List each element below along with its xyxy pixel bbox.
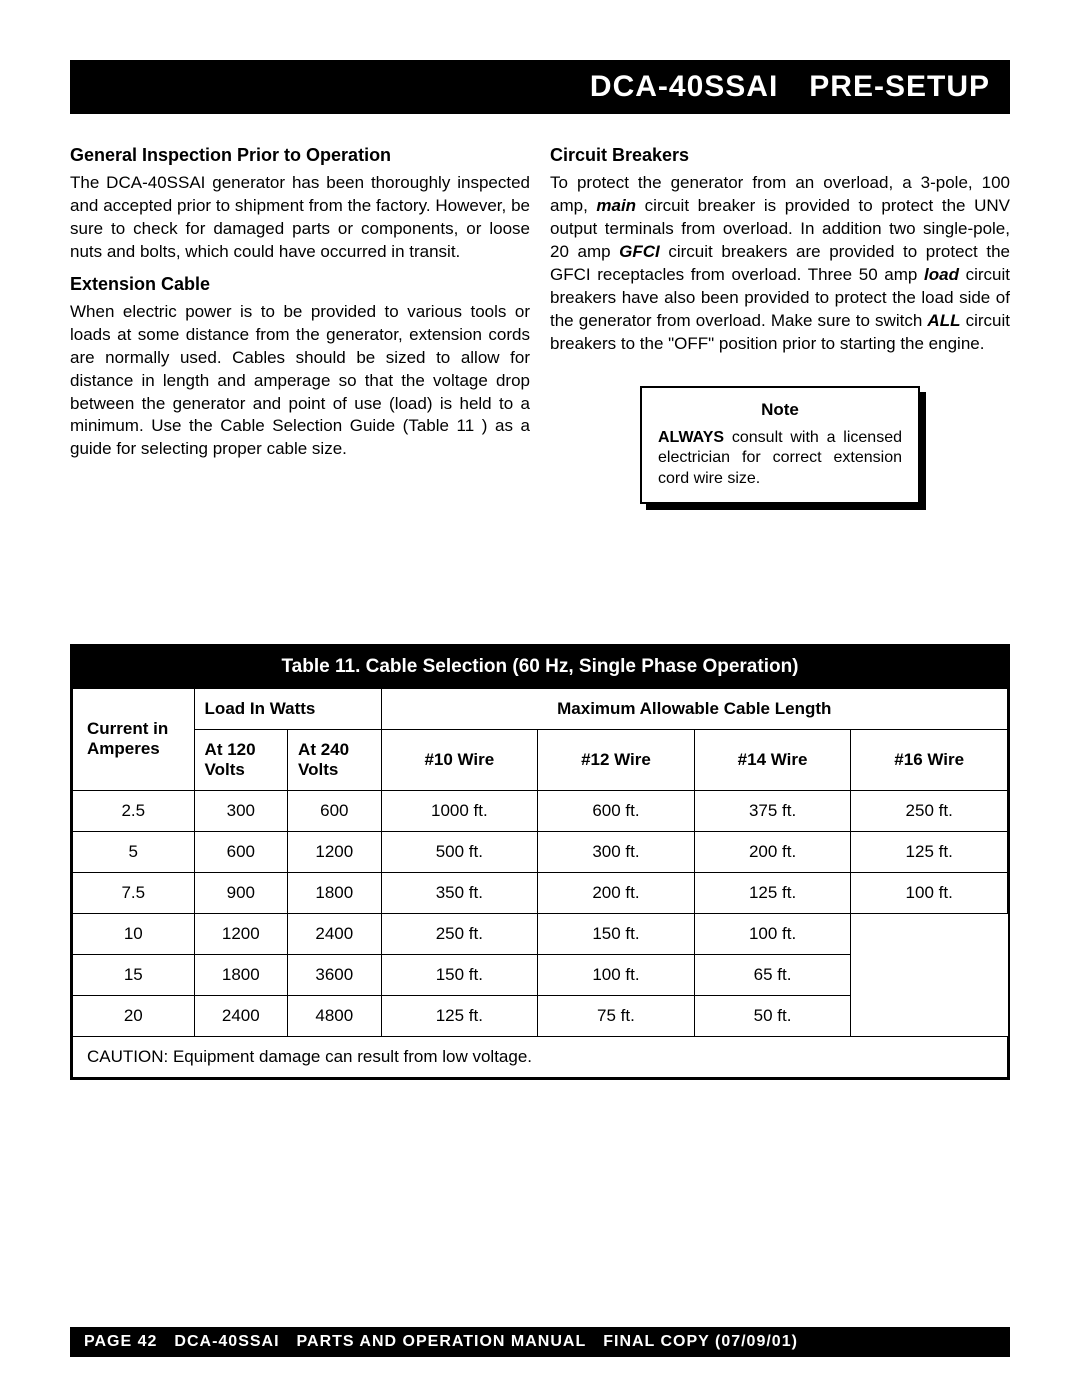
cell-w14: 200 ft. xyxy=(694,831,851,872)
note-always: ALWAYS xyxy=(658,429,724,446)
table-row: 5 600 1200 500 ft. 300 ft. 200 ft. 125 f… xyxy=(73,831,1008,872)
cell-240: 1200 xyxy=(288,831,382,872)
table-caution-row: CAUTION: Equipment damage can result fro… xyxy=(73,1036,1008,1077)
cb-gfci: GFCI xyxy=(619,242,660,261)
heading-general-inspection: General Inspection Prior to Operation xyxy=(70,145,530,166)
cell-w14: 50 ft. xyxy=(694,995,851,1036)
th-wire-16: #16 Wire xyxy=(851,729,1008,790)
th-wire-12: #12 Wire xyxy=(538,729,695,790)
cell-w12: 300 ft. xyxy=(538,831,695,872)
right-column: Circuit Breakers To protect the generato… xyxy=(550,139,1010,504)
cell-w10: 150 ft. xyxy=(381,954,538,995)
th-at-240: At 240 Volts xyxy=(288,729,382,790)
cell-120: 900 xyxy=(194,872,288,913)
cell-w14: 125 ft. xyxy=(694,872,851,913)
content-columns: General Inspection Prior to Operation Th… xyxy=(70,139,1010,504)
cell-w10: 250 ft. xyxy=(381,913,538,954)
note-box: Note ALWAYS consult with a licensed elec… xyxy=(640,386,920,504)
cell-w12: 600 ft. xyxy=(538,790,695,831)
cell-120: 300 xyxy=(194,790,288,831)
cell-w14: 65 ft. xyxy=(694,954,851,995)
cell-w12: 200 ft. xyxy=(538,872,695,913)
cell-240: 1800 xyxy=(288,872,382,913)
th-load-watts: Load In Watts xyxy=(194,688,381,729)
cell-w12: 75 ft. xyxy=(538,995,695,1036)
cell-w14: 100 ft. xyxy=(694,913,851,954)
cell-240: 600 xyxy=(288,790,382,831)
cable-selection-table-block: Table 11. Cable Selection (60 Hz, Single… xyxy=(70,644,1010,1080)
heading-circuit-breakers: Circuit Breakers xyxy=(550,145,1010,166)
cell-w10: 500 ft. xyxy=(381,831,538,872)
cell-amp: 20 xyxy=(73,995,195,1036)
table-row: 7.5 900 1800 350 ft. 200 ft. 125 ft. 100… xyxy=(73,872,1008,913)
cell-w12: 150 ft. xyxy=(538,913,695,954)
cell-240: 4800 xyxy=(288,995,382,1036)
cb-load: load xyxy=(924,265,959,284)
cell-w16: 100 ft. xyxy=(851,872,1008,913)
cell-w10: 350 ft. xyxy=(381,872,538,913)
cb-all: ALL xyxy=(927,311,960,330)
cell-amp: 10 xyxy=(73,913,195,954)
cable-selection-table: Current in Amperes Load In Watts Maximum… xyxy=(72,688,1008,1078)
table-caution-text: CAUTION: Equipment damage can result fro… xyxy=(73,1036,1008,1077)
cell-120: 2400 xyxy=(194,995,288,1036)
cell-w10: 1000 ft. xyxy=(381,790,538,831)
cell-120: 600 xyxy=(194,831,288,872)
cb-main: main xyxy=(596,196,636,215)
table-header-row-1: Current in Amperes Load In Watts Maximum… xyxy=(73,688,1008,729)
table-row: 10 1200 2400 250 ft. 150 ft. 100 ft. xyxy=(73,913,1008,954)
cell-w14: 375 ft. xyxy=(694,790,851,831)
cell-w16: 125 ft. xyxy=(851,831,1008,872)
th-wire-10: #10 Wire xyxy=(381,729,538,790)
note-inner: Note ALWAYS consult with a licensed elec… xyxy=(640,386,920,504)
cell-empty xyxy=(851,913,1008,1036)
th-max-cable: Maximum Allowable Cable Length xyxy=(381,688,1007,729)
cell-120: 1200 xyxy=(194,913,288,954)
note-title: Note xyxy=(658,400,902,420)
cell-w12: 100 ft. xyxy=(538,954,695,995)
table-header-row-2: At 120 Volts At 240 Volts #10 Wire #12 W… xyxy=(73,729,1008,790)
text-extension-cable: When electric power is to be provided to… xyxy=(70,301,530,462)
page-header-bar: DCA-40SSAI PRE-SETUP xyxy=(70,60,1010,114)
cell-amp: 15 xyxy=(73,954,195,995)
th-current: Current in Amperes xyxy=(73,688,195,790)
cell-240: 3600 xyxy=(288,954,382,995)
cell-120: 1800 xyxy=(194,954,288,995)
text-general-inspection: The DCA-40SSAI generator has been thorou… xyxy=(70,172,530,264)
th-wire-14: #14 Wire xyxy=(694,729,851,790)
page-footer-bar: PAGE 42 DCA-40SSAI PARTS AND OPERATION M… xyxy=(70,1327,1010,1357)
heading-extension-cable: Extension Cable xyxy=(70,274,530,295)
left-column: General Inspection Prior to Operation Th… xyxy=(70,139,530,504)
text-circuit-breakers: To protect the generator from an overloa… xyxy=(550,172,1010,356)
th-at-120: At 120 Volts xyxy=(194,729,288,790)
table-title: Table 11. Cable Selection (60 Hz, Single… xyxy=(72,646,1008,688)
table-row: 2.5 300 600 1000 ft. 600 ft. 375 ft. 250… xyxy=(73,790,1008,831)
cell-240: 2400 xyxy=(288,913,382,954)
cell-amp: 5 xyxy=(73,831,195,872)
cell-amp: 7.5 xyxy=(73,872,195,913)
cell-w16: 250 ft. xyxy=(851,790,1008,831)
note-text: ALWAYS consult with a licensed electrici… xyxy=(658,428,902,490)
cell-w10: 125 ft. xyxy=(381,995,538,1036)
cell-amp: 2.5 xyxy=(73,790,195,831)
